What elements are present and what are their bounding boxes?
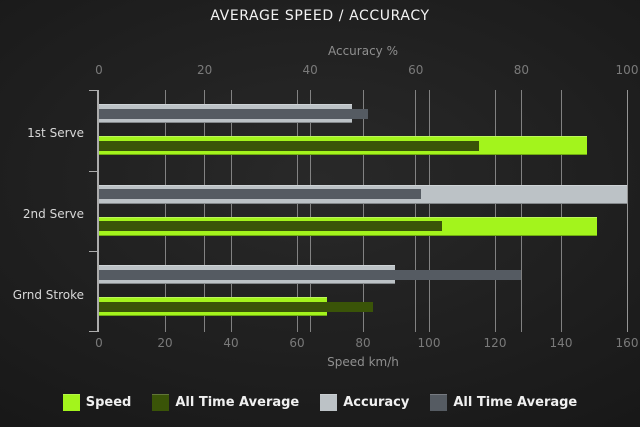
bottom-tick-label: 40 — [223, 336, 239, 350]
top-tick-label: 60 — [408, 63, 424, 77]
legend-item-speed: Speed — [62, 394, 132, 411]
bottom-tick-label: 100 — [417, 336, 441, 350]
y-axis-tick — [89, 251, 97, 253]
gridline-bottom-60 — [296, 90, 298, 332]
top-tick-label: 20 — [196, 63, 213, 77]
gridline-top-60 — [415, 90, 417, 332]
speed-average-swatch-icon — [152, 394, 170, 411]
chart-title: AVERAGE SPEED / ACCURACY — [210, 8, 430, 24]
top-tick-label: 0 — [95, 63, 103, 77]
bottom-tick-label: 160 — [615, 336, 639, 350]
chart-row — [99, 251, 627, 332]
legend-item-speed-all-time-average: All Time Average — [152, 394, 299, 411]
chart-row — [99, 171, 627, 252]
category-label: 2nd Serve — [22, 206, 84, 221]
accuracy-average-bar — [99, 108, 369, 119]
category-label: 1st Serve — [27, 126, 84, 141]
bottom-tick-label: 20 — [157, 336, 173, 350]
gridline-top-40 — [309, 90, 311, 332]
y-axis-tick — [89, 331, 97, 332]
legend-label: Accuracy — [343, 395, 410, 410]
gridline-bottom-160 — [626, 90, 628, 332]
category-label: Grnd Stroke — [12, 287, 84, 302]
top-tick-label: 40 — [302, 63, 318, 77]
gridline-bottom-100 — [428, 90, 430, 332]
bottom-tick-label: 60 — [289, 336, 305, 350]
y-axis-tick — [89, 90, 97, 91]
legend-item-accuracy-all-time-average: All Time Average — [430, 394, 577, 411]
speed-average-bar — [99, 221, 443, 232]
top-axis-ticks: 0 20 40 60 80 100 — [0, 63, 640, 79]
gridline-top-20 — [204, 90, 206, 332]
top-tick-label: 80 — [513, 63, 530, 77]
bottom-axis-ticks: 0 20 40 60 80 100 120 140 160 — [0, 336, 640, 352]
bottom-axis-title: Speed km/h — [327, 355, 399, 369]
speed-average-bar — [99, 301, 373, 312]
legend-label: All Time Average — [453, 395, 578, 410]
gridline-bottom-140 — [560, 90, 562, 332]
y-axis-tick — [89, 170, 97, 172]
gridline-bottom-20 — [164, 90, 166, 332]
bottom-tick-label: 0 — [95, 336, 103, 350]
legend-label: Speed — [85, 395, 132, 410]
legend-label: All Time Average — [175, 395, 300, 410]
bottom-tick-label: 120 — [483, 336, 507, 350]
legend-item-accuracy: Accuracy — [320, 394, 409, 411]
plot-area — [89, 90, 628, 332]
accuracy-average-swatch-icon — [430, 394, 448, 411]
bottom-tick-label: 80 — [355, 336, 371, 350]
gridline-bottom-40 — [230, 90, 232, 332]
accuracy-average-bar — [99, 269, 522, 280]
accuracy-average-bar — [99, 189, 422, 200]
gridline-bottom-120 — [494, 90, 496, 332]
gridline-top-80 — [520, 90, 522, 332]
speed-swatch-icon — [62, 394, 80, 411]
gridline-bottom-80 — [362, 90, 364, 332]
chart-row — [99, 90, 627, 171]
legend: Speed All Time Average Accuracy All Time… — [0, 394, 640, 411]
accuracy-swatch-icon — [320, 394, 338, 411]
bottom-tick-label: 140 — [549, 336, 573, 350]
top-axis-title: Accuracy % — [327, 44, 398, 58]
top-tick-label: 100 — [615, 63, 639, 77]
speed-average-bar — [99, 140, 479, 151]
